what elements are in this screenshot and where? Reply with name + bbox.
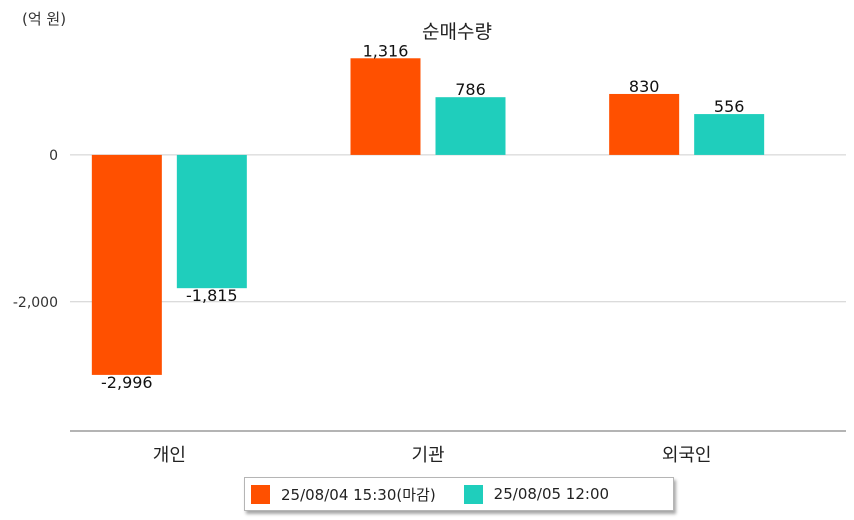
legend-item-series-2[interactable]: 25/08/05 12:00	[463, 484, 610, 504]
data-label: 786	[455, 80, 486, 99]
unit-label: (억 원)	[22, 10, 67, 28]
bar[interactable]	[694, 114, 765, 155]
legend-item-series-1[interactable]: 25/08/04 15:30(마감)	[251, 484, 436, 505]
chart-title: 순매수량	[422, 21, 492, 43]
bar[interactable]	[435, 97, 506, 155]
bar[interactable]	[609, 93, 680, 155]
data-label: -1,815	[186, 286, 238, 305]
legend: 25/08/04 15:30(마감) 25/08/05 12:00	[244, 477, 674, 511]
legend-swatch-series-2	[463, 484, 483, 504]
legend-label-series-1: 25/08/04 15:30(마감)	[281, 485, 436, 504]
x-tick-label: 외국인	[662, 445, 712, 466]
y-tick-label: 0	[49, 148, 58, 164]
bar[interactable]	[350, 58, 421, 155]
data-label: 830	[629, 77, 660, 96]
data-label: 556	[714, 97, 745, 116]
bar-chart: 순매수량 0 -2,000 -2,996 -1,815 개인 1,316 786 기관 830…	[13, 21, 846, 466]
bar[interactable]	[176, 154, 247, 289]
data-label: -2,996	[101, 373, 153, 392]
x-tick-label: 개인	[153, 445, 186, 466]
data-label: 1,316	[363, 41, 409, 60]
legend-label-series-2: 25/08/05 12:00	[493, 485, 610, 503]
bar[interactable]	[91, 154, 162, 375]
legend-swatch-series-1	[251, 484, 270, 504]
x-tick-label: 기관	[411, 445, 444, 466]
y-tick-label: -2,000	[13, 295, 58, 311]
